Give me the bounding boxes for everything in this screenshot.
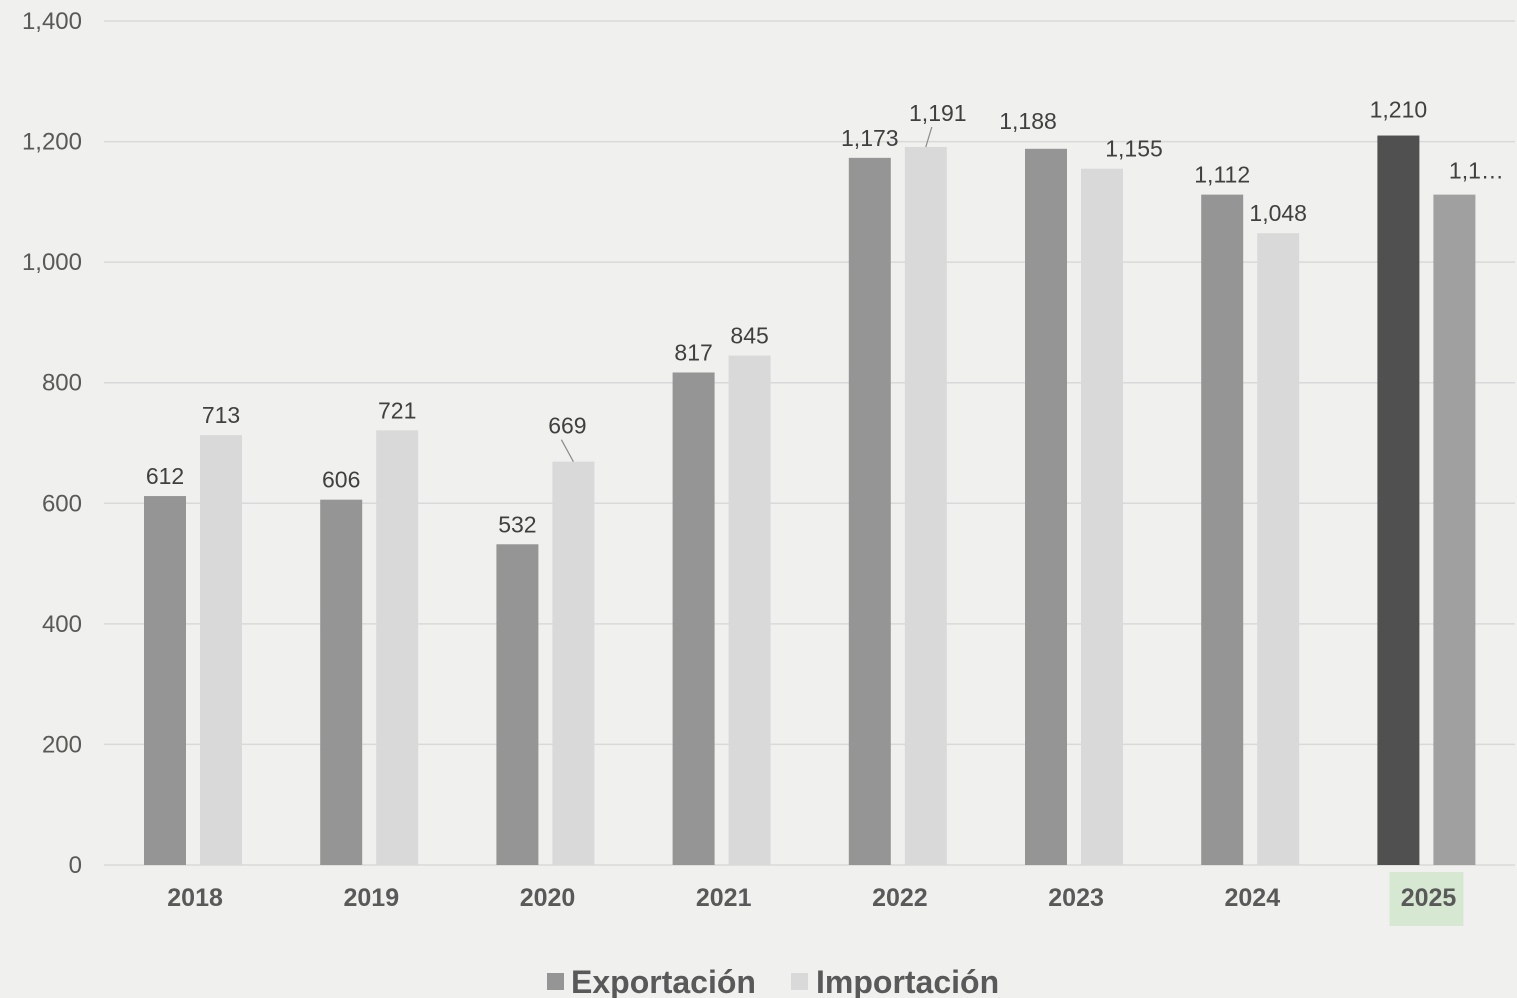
y-tick-label: 400 [42,611,82,638]
leader-line [560,439,574,462]
data-label: 1,188 [999,108,1057,134]
data-label: 1,210 [1370,97,1428,123]
bar-export [1377,135,1420,866]
data-label: 713 [202,402,240,428]
bar-import [1433,194,1476,865]
x-tick-label: 2024 [1224,884,1280,912]
legend-swatch-export [547,973,564,990]
x-axis-ticks: 2018 2019 2020 2021 2022 2023 2024 2025 [167,884,1456,912]
data-label: 721 [378,397,416,423]
bar-export [1025,148,1067,865]
highlight-box-layer [1389,872,1464,926]
legend: Exportación Importación [547,964,999,998]
highlight-box [1389,872,1464,926]
bar-import [728,355,771,865]
leader-line [925,126,933,148]
data-label: 612 [146,463,184,489]
bar-import [904,146,947,866]
x-tick-label: 2019 [343,884,399,912]
x-tick-label: 2022 [872,884,928,912]
data-label: 1,048 [1249,200,1307,226]
bar-export [1201,194,1244,865]
x-tick-label: 2020 [520,884,576,912]
data-label: 532 [498,511,536,537]
data-label: 606 [322,467,360,493]
x-tick-label: 2018 [167,884,223,912]
bar-export [144,496,186,865]
legend-swatch-import [791,973,808,990]
y-tick-label: 200 [42,731,82,758]
bars [144,135,1476,866]
y-tick-label: 0 [69,852,82,879]
bar-export [672,372,715,865]
bar-import [376,430,419,865]
y-tick-label: 600 [42,490,82,517]
data-label: 1,191 [909,100,967,126]
x-tick-label: 2021 [696,884,752,912]
legend-label-import: Importación [816,964,999,998]
data-label: 1,173 [841,125,899,151]
y-tick-label: 1,400 [22,8,82,35]
x-tick-label: 2023 [1048,884,1104,912]
data-label: 669 [548,413,586,439]
data-label: 1,1… [1449,158,1504,184]
data-label: 1,155 [1105,136,1163,162]
bar-import [200,435,242,865]
bar-export [496,544,539,865]
bar-export [320,499,363,865]
y-axis-ticks: 0 200 400 600 800 1,000 1,200 1,400 [22,8,82,879]
y-tick-label: 1,000 [22,249,82,276]
data-label: 817 [674,339,712,365]
y-tick-label: 1,200 [22,129,82,156]
legend-label-export: Exportación [571,964,756,998]
bar-export [848,157,891,865]
data-labels: 612 713 606 721 532 669 817 845 1,173 1,191 1,188 1… [146,97,1504,538]
y-tick-label: 800 [42,370,82,397]
bar-import [1081,168,1123,865]
gridlines [104,20,1515,866]
bar-import [552,461,595,865]
bar-import [1257,233,1300,866]
data-label: 1,112 [1194,162,1250,188]
x-tick-label: 2025 [1401,884,1457,912]
leader-lines [560,126,933,462]
data-label: 845 [730,323,768,349]
